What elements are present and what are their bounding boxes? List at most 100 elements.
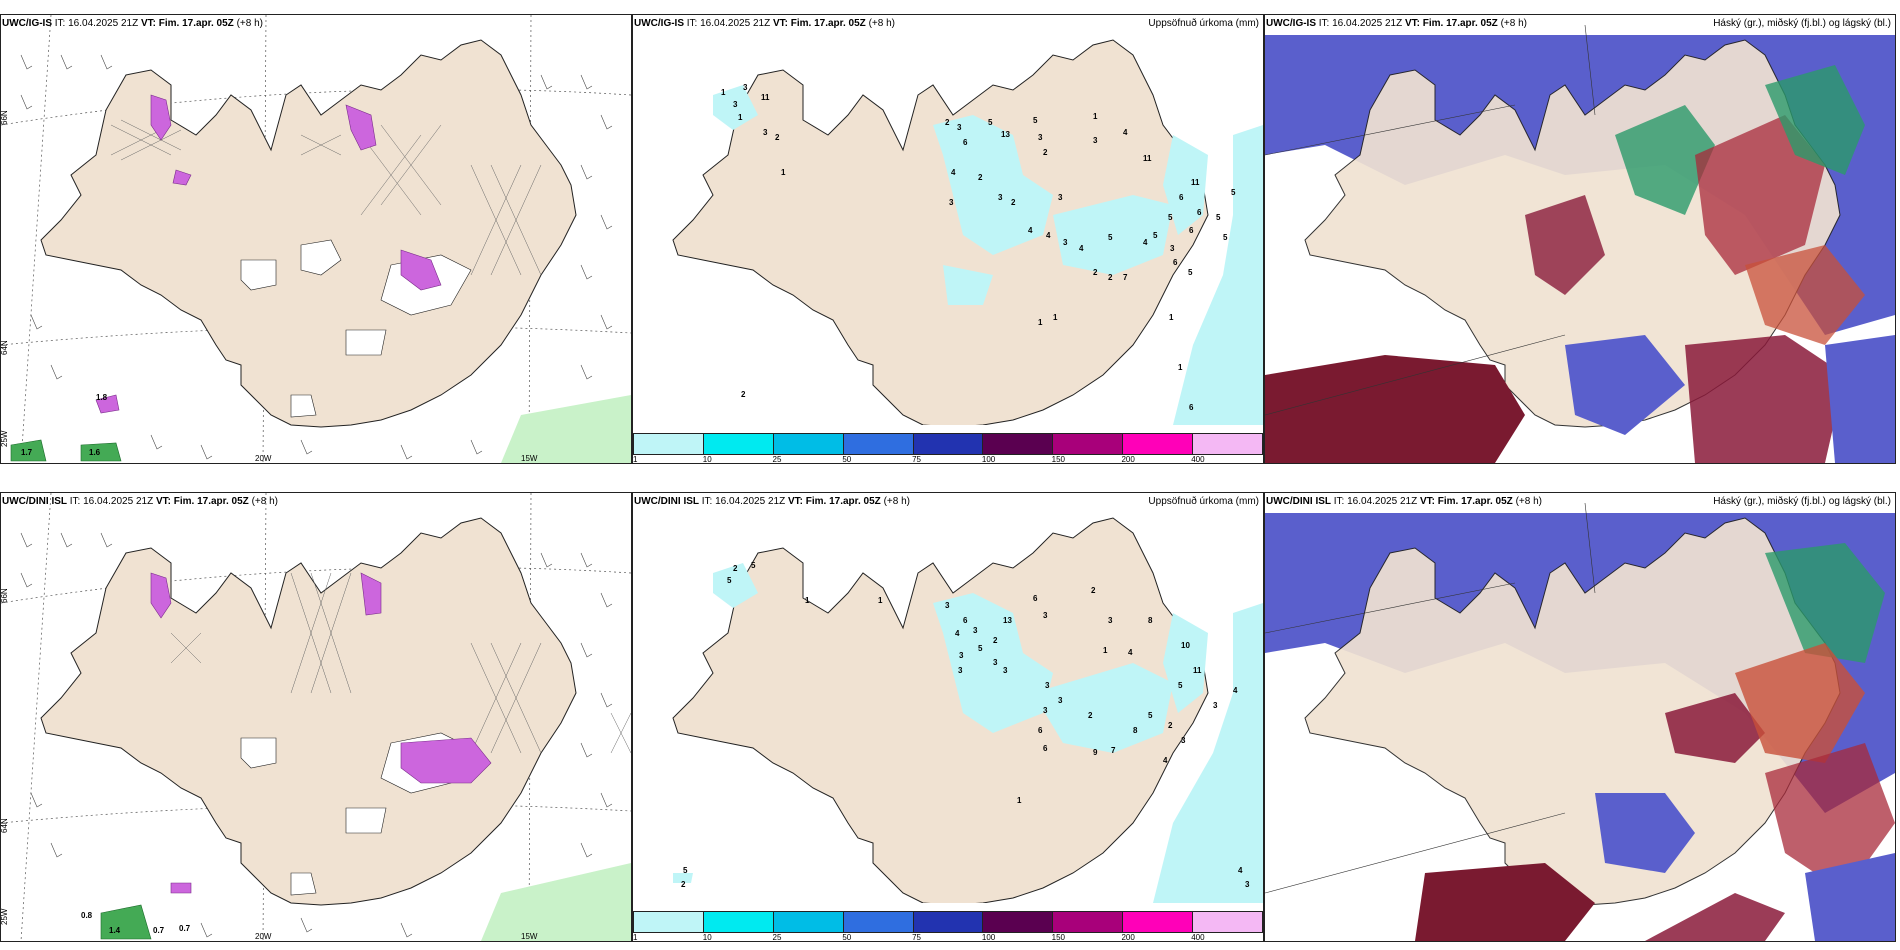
- svg-text:1: 1: [1038, 318, 1043, 327]
- it-value: 16.04.2025 21Z: [83, 496, 154, 507]
- precip-header-2: UWC/DINI ISL IT: 16.04.2025 21Z VT: Fim.…: [634, 495, 910, 508]
- svg-text:3: 3: [959, 651, 964, 660]
- precip-map-panel-2: UWC/DINI ISL IT: 16.04.2025 21Z VT: Fim.…: [632, 492, 1264, 942]
- it-value: 16.04.2025 21Z: [1347, 496, 1418, 507]
- svg-text:1: 1: [738, 113, 743, 122]
- cloud-map-2: [1265, 493, 1895, 941]
- colorbar-segment: [773, 912, 844, 932]
- lead-time: (+8 h): [236, 18, 263, 29]
- colorbar-segment: [703, 912, 774, 932]
- colorbar-segment: [913, 912, 984, 932]
- cloud-map-grid: [1265, 502, 1596, 894]
- vt-value: Fim. 17.apr. 05Z: [1422, 18, 1498, 29]
- cloud-overlay: [1265, 65, 1895, 463]
- wind-value: 1.8: [96, 393, 108, 402]
- lead-time: (+8 h): [868, 18, 895, 29]
- green-precip: [10, 395, 631, 463]
- vt-label: VT:: [140, 18, 156, 29]
- wind-barbs: [20, 54, 613, 460]
- iceland-land: [672, 517, 1209, 903]
- svg-text:13: 13: [1001, 130, 1010, 139]
- svg-text:2: 2: [1168, 721, 1173, 730]
- wind-header-2: UWC/DINI ISL IT: 16.04.2025 21Z VT: Fim.…: [2, 495, 278, 508]
- wind-map-2: 66N 64N 25W 20W 15W 0.8 1.4 0.7 0.7: [1, 493, 631, 941]
- it-value: 16.04.2025 21Z: [715, 496, 786, 507]
- svg-text:6: 6: [963, 616, 968, 625]
- colorbar-label: 150: [1051, 455, 1066, 464]
- lead-time: (+8 h): [1515, 496, 1542, 507]
- svg-text:2: 2: [1091, 586, 1096, 595]
- svg-text:3: 3: [1063, 238, 1068, 247]
- lon-25-label: 25W: [1, 908, 9, 925]
- svg-text:3: 3: [763, 128, 768, 137]
- lon-20-label: 20W: [255, 454, 272, 463]
- svg-text:4: 4: [951, 168, 956, 177]
- colorbar-segment: [913, 434, 984, 454]
- svg-text:6: 6: [1179, 193, 1184, 202]
- svg-text:8: 8: [1133, 726, 1138, 735]
- lat-66-label: 66N: [1, 588, 9, 603]
- lead-time: (+8 h): [251, 496, 278, 507]
- snow-showers: [95, 94, 442, 414]
- precip-values: 2 5 5 1 1 3 6 4 3 6 13 2 3 5 3 2 3 3 3 3: [681, 561, 1250, 889]
- svg-text:5: 5: [1033, 116, 1038, 125]
- svg-text:4: 4: [1128, 648, 1133, 657]
- svg-text:1: 1: [878, 596, 883, 605]
- snow-showers: [150, 572, 492, 894]
- precip-title-2: Uppsöfnuð úrkoma (mm): [1148, 496, 1259, 507]
- svg-text:13: 13: [1003, 616, 1012, 625]
- precip-colorbar-2: [633, 911, 1263, 933]
- svg-text:3: 3: [1043, 706, 1048, 715]
- precip-map-panel-1: UWC/IG-IS IT: 16.04.2025 21Z VT: Fim. 17…: [632, 14, 1264, 464]
- precip-header-1: UWC/IG-IS IT: 16.04.2025 21Z VT: Fim. 17…: [634, 17, 895, 30]
- vt-value: Fim. 17.apr. 05Z: [790, 18, 866, 29]
- colorbar-label: 10: [702, 455, 712, 464]
- iceland-land: [672, 39, 1209, 425]
- svg-text:3: 3: [993, 658, 998, 667]
- wind-value: 0.7: [153, 926, 165, 935]
- precip-areas: [673, 563, 1208, 883]
- colorbar-label: 200: [1121, 933, 1135, 942]
- svg-text:3: 3: [973, 626, 978, 635]
- svg-text:3: 3: [1043, 611, 1048, 620]
- colorbar-label: 100: [981, 455, 996, 464]
- svg-text:3: 3: [998, 193, 1003, 202]
- svg-text:6: 6: [963, 138, 968, 147]
- svg-text:3: 3: [733, 100, 738, 109]
- hatch-areas: [110, 119, 542, 276]
- wind-header-1: UWC/IG-IS IT: 16.04.2025 21Z VT: Fim. 17…: [2, 17, 263, 30]
- svg-text:2: 2: [1043, 148, 1048, 157]
- vt-label: VT:: [772, 18, 788, 29]
- svg-text:6: 6: [1189, 226, 1194, 235]
- lat-64-label: 64N: [1, 818, 9, 833]
- svg-text:2: 2: [945, 118, 950, 127]
- svg-text:2: 2: [775, 133, 780, 142]
- wind-value: 0.8: [81, 911, 93, 920]
- lon-15-label: 15W: [521, 454, 538, 463]
- colorbar-label: 25: [772, 455, 782, 464]
- svg-text:3: 3: [1108, 616, 1113, 625]
- lon-20-label: 20W: [255, 932, 272, 941]
- svg-text:11: 11: [1143, 154, 1152, 163]
- svg-text:2: 2: [1088, 711, 1093, 720]
- svg-text:4: 4: [1079, 244, 1084, 253]
- lon-25-label: 25W: [1, 430, 9, 447]
- svg-text:5: 5: [1108, 233, 1113, 242]
- cloud-title-2: Háský (gr.), miðský (fj.bl.) og lágský (…: [1713, 496, 1891, 507]
- svg-text:9: 9: [1093, 748, 1098, 757]
- vt-label: VT:: [155, 496, 171, 507]
- colorbar-label: 400: [1191, 455, 1205, 464]
- svg-text:4: 4: [1028, 226, 1033, 235]
- colorbar-label: 75: [912, 455, 922, 464]
- iceland-land: [40, 39, 577, 428]
- lat-64-label: 64N: [1, 340, 9, 355]
- colorbar-label: 75: [912, 933, 922, 942]
- cloud-map-panel-2: UWC/DINI ISL IT: 16.04.2025 21Z VT: Fim.…: [1264, 492, 1896, 942]
- svg-text:5: 5: [1231, 188, 1236, 197]
- svg-text:5: 5: [1223, 233, 1228, 242]
- model-name: UWC/IG-IS: [2, 18, 52, 29]
- precip-values: 1 3 3 11 1 2 3 1 2 3 6 5 13 5 1 3 2 3 4 …: [721, 83, 1236, 412]
- lon-15-label: 15W: [521, 932, 538, 941]
- vt-value: Fim. 17.apr. 05Z: [173, 496, 249, 507]
- svg-text:3: 3: [957, 123, 962, 132]
